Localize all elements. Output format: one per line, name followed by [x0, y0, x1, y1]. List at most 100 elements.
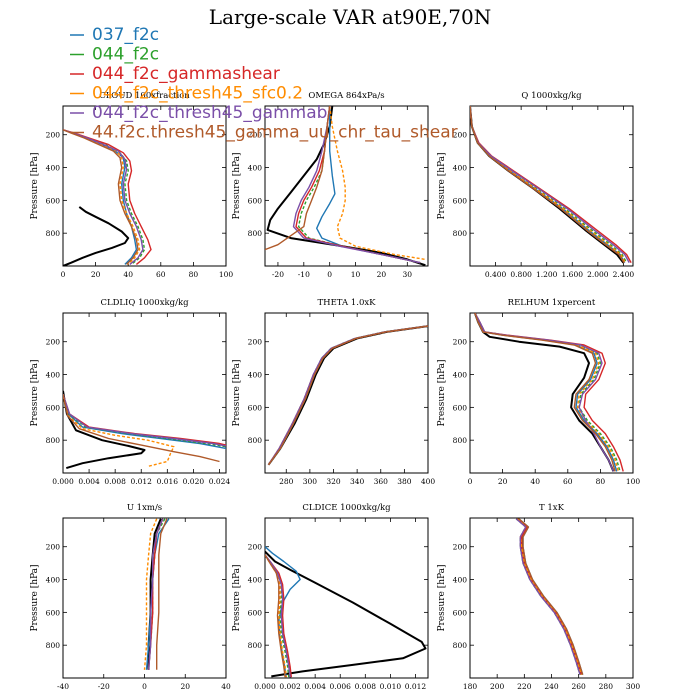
y-axis-label: Pressure [hPa]	[437, 359, 447, 426]
series-line-6	[267, 325, 428, 466]
panel-9: T 1xK 200 400 600 800 180 200 220 240 260 280 300 Pr…	[437, 503, 640, 691]
panel-title: U 1xm/s	[127, 503, 162, 513]
panel-4: CLDLIQ 1000xkg/kg 200 400 600 800 0.000 0.004 0…	[30, 298, 230, 486]
y-axis-label: Pressure [hPa]	[30, 564, 40, 631]
y-tick-label: 800	[248, 229, 263, 238]
x-tick-label: 40	[530, 477, 540, 486]
series-line-0	[63, 206, 130, 266]
x-tick-label: 60	[156, 270, 166, 279]
x-tick-label: 0.008	[355, 682, 377, 691]
y-tick-label: 200	[248, 543, 263, 552]
series-line-5	[63, 129, 144, 265]
legend: 037_f2c044_f2c044_f2c_gammashear044_f2c_…	[70, 25, 458, 143]
series-line-4	[143, 518, 158, 670]
x-tick-label: 2.400	[613, 270, 635, 279]
series-group	[265, 106, 426, 266]
series-group	[515, 518, 584, 675]
x-tick-label: -10	[298, 270, 310, 279]
series-line-1	[474, 313, 618, 472]
x-tick-label: 260	[572, 682, 587, 691]
x-tick-label: 80	[596, 477, 606, 486]
y-tick-label: 600	[248, 196, 263, 205]
panel-title: CLDICE 1000xkg/kg	[302, 503, 391, 513]
series-group	[470, 106, 632, 264]
series-line-3	[267, 325, 428, 466]
series-line-6	[63, 129, 139, 265]
x-tick-label: 0.006	[329, 682, 351, 691]
x-tick-label: 0.800	[510, 270, 532, 279]
x-tick-label: 1.200	[536, 270, 558, 279]
plot-frame	[264, 312, 429, 474]
x-tick-label: 0.000	[254, 682, 276, 691]
x-tick-label: 0.002	[279, 682, 301, 691]
y-tick-label: 200	[453, 338, 468, 347]
series-line-5	[474, 313, 615, 472]
series-line-5	[292, 106, 421, 264]
y-tick-label: 400	[453, 576, 468, 585]
x-tick-label: 340	[350, 477, 365, 486]
x-tick-label: 100	[219, 270, 234, 279]
panel-1: CLOUD 100xfraction 200 400 600 800 0 20 40 60 80 1…	[30, 91, 233, 279]
series-group	[265, 546, 427, 678]
series-line-6	[155, 518, 168, 670]
x-tick-label: 0.004	[78, 477, 100, 486]
x-tick-label: 2.000	[587, 270, 609, 279]
x-tick-label: 240	[544, 682, 559, 691]
y-tick-label: 200	[46, 131, 61, 140]
series-line-5	[267, 325, 428, 466]
x-tick-label: 0	[327, 270, 332, 279]
x-tick-label: 20	[91, 270, 101, 279]
series-line-6	[470, 106, 625, 264]
x-tick-label: 20	[498, 477, 508, 486]
panel-6: RELHUM 1xpercent 200 400 600 800 0 20 40 60 80 100…	[437, 298, 640, 486]
y-tick-label: 600	[46, 608, 61, 617]
x-tick-label: 280	[279, 477, 294, 486]
series-line-4	[63, 129, 141, 265]
x-tick-label: 100	[626, 477, 641, 486]
y-tick-label: 600	[46, 403, 61, 412]
x-tick-label: 80	[189, 270, 199, 279]
x-tick-label: 40	[221, 682, 231, 691]
series-line-3	[63, 129, 152, 265]
plot-frame	[469, 105, 634, 267]
y-tick-label: 600	[46, 196, 61, 205]
y-tick-label: 400	[248, 164, 263, 173]
x-tick-label: 0.400	[485, 270, 507, 279]
x-tick-label: 0.012	[405, 682, 427, 691]
panel-title: CLDLIQ 1000xkg/kg	[100, 298, 189, 308]
x-tick-label: 10	[351, 270, 361, 279]
x-tick-label: 360	[374, 477, 389, 486]
x-tick-label: 0.016	[157, 477, 179, 486]
series-line-2	[515, 518, 581, 675]
y-tick-label: 600	[453, 196, 468, 205]
plot-frame	[469, 517, 634, 679]
series-line-2	[63, 129, 146, 265]
series-group	[473, 313, 624, 472]
x-tick-label: -20	[272, 270, 284, 279]
series-line-4	[63, 395, 175, 468]
y-tick-label: 800	[248, 436, 263, 445]
figure-title: Large-scale VAR at90E,70N	[209, 5, 491, 29]
series-line-4	[470, 106, 626, 264]
y-tick-label: 200	[453, 543, 468, 552]
plot-frame	[469, 312, 634, 474]
plot-frame	[264, 517, 429, 679]
series-line-0	[473, 313, 615, 472]
y-tick-label: 600	[248, 403, 263, 412]
y-tick-label: 200	[453, 131, 468, 140]
y-tick-label: 800	[453, 436, 468, 445]
panel-3: Q 1000xkg/kg 200 400 600 800 0.400 0.800 1.200 1…	[437, 91, 634, 279]
series-line-6	[63, 394, 220, 463]
panel-title: THETA 1.0xK	[318, 298, 377, 308]
series-line-5	[265, 554, 291, 678]
series-line-5	[63, 393, 226, 447]
series-line-4	[267, 325, 428, 466]
y-tick-label: 600	[248, 608, 263, 617]
legend-entry: 44.f2c.thresh45_gamma_uu_chr_tau_shear	[92, 123, 458, 143]
x-tick-label: 40	[123, 270, 133, 279]
x-tick-label: 60	[563, 477, 573, 486]
x-tick-label: 1.600	[562, 270, 584, 279]
x-tick-label: -20	[98, 682, 110, 691]
panel-title: OMEGA 864xPa/s	[308, 91, 384, 101]
